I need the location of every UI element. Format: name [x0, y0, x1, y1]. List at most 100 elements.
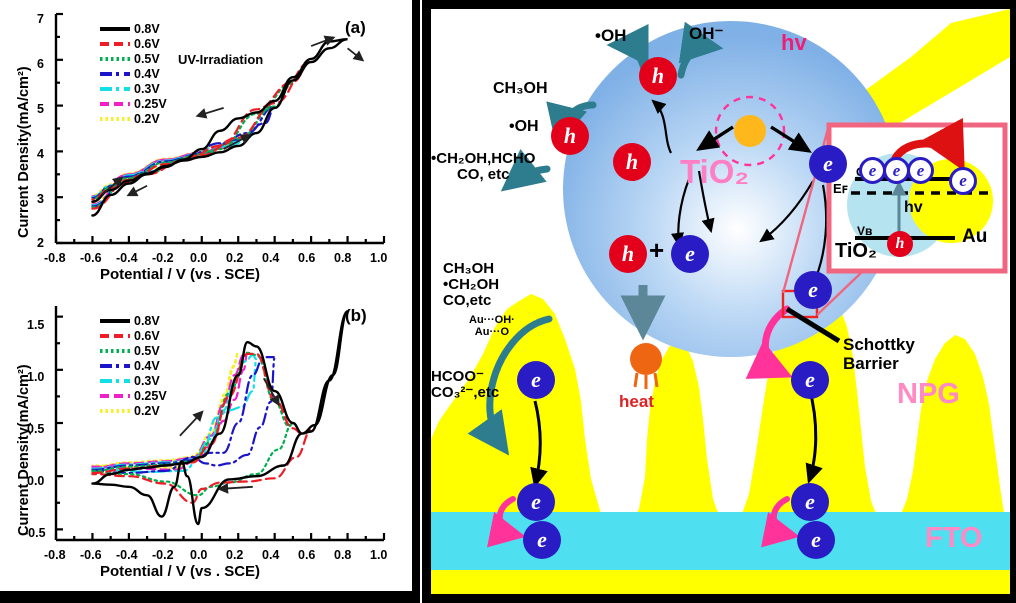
legend-item: 0.25V [100, 389, 167, 403]
panel-b-plot [54, 306, 386, 542]
panel-b-tag: (b) [345, 306, 367, 325]
cv-plots-column: (a) Current Density(mA/cm²) Potential / … [0, 0, 420, 603]
inset-vb-label: Vʙ [857, 224, 873, 238]
legend-item: 0.25V [100, 97, 167, 111]
direction-arrow [310, 35, 336, 47]
panel-b-xtick-4: 0.0 [190, 548, 208, 562]
panel-a-ytick-3: 3 [37, 192, 44, 206]
curve-0.2V [91, 351, 240, 469]
fto-substrate [431, 512, 1010, 570]
panel-b-ytick-05: 0.5 [27, 422, 45, 436]
panel-b-ytick-00: 0.0 [27, 474, 45, 488]
schottky-barrier-label: Schottky Barrier [843, 335, 915, 374]
inset-electron-3: e [907, 157, 934, 184]
mechanism-diagram-panel: •OH OH⁻ CH₃OH •OH •CH₂OH,HCHO CO, etc CH… [422, 0, 1016, 603]
panel-a-xlabel: Potential / V (vs . SCE) [100, 266, 261, 283]
panel-b: (b) Current Density(mA/cm²) Potential / … [0, 288, 412, 591]
direction-arrow [195, 107, 224, 119]
electron-carrier-fto-left: e [523, 521, 561, 559]
electron-carrier-recombination: e [671, 235, 709, 273]
direction-arrow [262, 377, 280, 407]
schottky-leader-line [785, 306, 841, 344]
legend-item: 0.5V [100, 52, 167, 66]
panel-a: (a) Current Density(mA/cm²) Potential / … [0, 0, 412, 288]
electron-carrier-bottom-right: e [791, 483, 829, 521]
legend-item: 0.2V [100, 404, 167, 418]
legend-label-0: 0.8V [134, 314, 160, 328]
curve-0.3V [91, 353, 258, 474]
legend-label-5: 0.25V [134, 389, 167, 403]
panel-b-xtick-1: -0.6 [80, 548, 102, 562]
legend-label-1: 0.6V [134, 37, 160, 51]
panel-a-legend: 0.8V 0.6V 0.5V 0.4V 0.3V [100, 22, 167, 127]
curve-0.6V [91, 60, 312, 210]
legend-label-5: 0.25V [134, 97, 167, 111]
hole-carrier-mid: h [613, 143, 651, 181]
legend-label-4: 0.3V [134, 82, 160, 96]
inset-fermi-label: Eꜰ [833, 181, 849, 196]
direction-arrow [126, 184, 148, 197]
left-panel-bottom-border [0, 591, 420, 603]
legend-label-0: 0.8V [134, 22, 160, 36]
legend-item: 0.5V [100, 344, 167, 358]
panel-a-ytick-5: 5 [37, 102, 44, 116]
panel-b-xtick-8: 0.8 [334, 548, 352, 562]
panel-b-xtick-7: 0.6 [298, 548, 316, 562]
inset-hv-label: hv [904, 199, 923, 216]
heat-icon [630, 343, 662, 389]
legend-label-2: 0.5V [134, 344, 160, 358]
legend-label-3: 0.4V [134, 359, 160, 373]
electron-carrier-interface: e [794, 271, 832, 309]
hydroxide-label: OH⁻ [689, 24, 724, 43]
panel-b-xtick-9: 1.0 [370, 548, 388, 562]
curve-0.5V [91, 81, 294, 209]
panel-a-xtick-4: 0.0 [190, 251, 208, 265]
curve-0.8V [91, 310, 349, 526]
inset-electron-2: e [883, 157, 910, 184]
panel-a-plot [54, 12, 386, 245]
inset-electron-transferred: e [949, 167, 977, 195]
panel-a-xtick-2: -0.4 [116, 251, 138, 265]
legend-item: 0.2V [100, 112, 167, 126]
electron-carrier-upper-right: e [809, 145, 847, 183]
panel-a-xtick-9: 1.0 [370, 251, 388, 265]
electron-carrier-gold-left: e [517, 361, 555, 399]
fto-label: FTO [925, 522, 983, 554]
direction-arrow [179, 410, 204, 437]
curve-0.6V [91, 352, 312, 504]
legend-label-3: 0.4V [134, 67, 160, 81]
direction-arrow [347, 47, 365, 62]
electron-carrier-gold-right: e [791, 361, 829, 399]
legend-item: 0.8V [100, 314, 167, 328]
hole-carrier-top: h [639, 57, 677, 95]
legend-label-2: 0.5V [134, 52, 160, 66]
au-species-label: Au···OH· Au···O [469, 314, 515, 338]
direction-arrow [223, 134, 252, 150]
oh-radical-top-label: •OH [595, 26, 627, 45]
oxidation-products-label: •CH₂OH,HCHO CO, etc [431, 150, 536, 183]
methanol-top-label: CH₃OH [493, 80, 548, 97]
panel-a-xtick-5: 0.2 [226, 251, 244, 265]
inset-tio2-label: TiO₂ [835, 240, 877, 262]
tio2-sphere-label: TiO₂ [680, 153, 750, 190]
legend-label-1: 0.6V [134, 329, 160, 343]
panel-b-ytick-m05: -0.5 [24, 526, 46, 540]
direction-arrow [217, 483, 253, 494]
npg-label: NPG [897, 378, 960, 410]
curve-0.8V [91, 38, 348, 217]
legend-item: 0.6V [100, 329, 167, 343]
panel-b-xtick-0: -0.8 [44, 548, 66, 562]
curve-0.4V [91, 356, 276, 475]
panel-a-xtick-0: -0.8 [44, 251, 66, 265]
legend-item: 0.3V [100, 82, 167, 96]
legend-label-6: 0.2V [134, 112, 160, 126]
panel-a-xtick-8: 0.8 [334, 251, 352, 265]
heat-label: heat [619, 392, 654, 411]
panel-a-xtick-6: 0.4 [262, 251, 280, 265]
direction-arrow [100, 176, 124, 196]
hole-carrier-recombination: h [609, 235, 647, 273]
hv-label: hv [781, 30, 807, 55]
fto-injection-arrows [486, 496, 800, 548]
panel-b-xtick-6: 0.4 [262, 548, 280, 562]
inset-au-label: Au [962, 226, 988, 247]
